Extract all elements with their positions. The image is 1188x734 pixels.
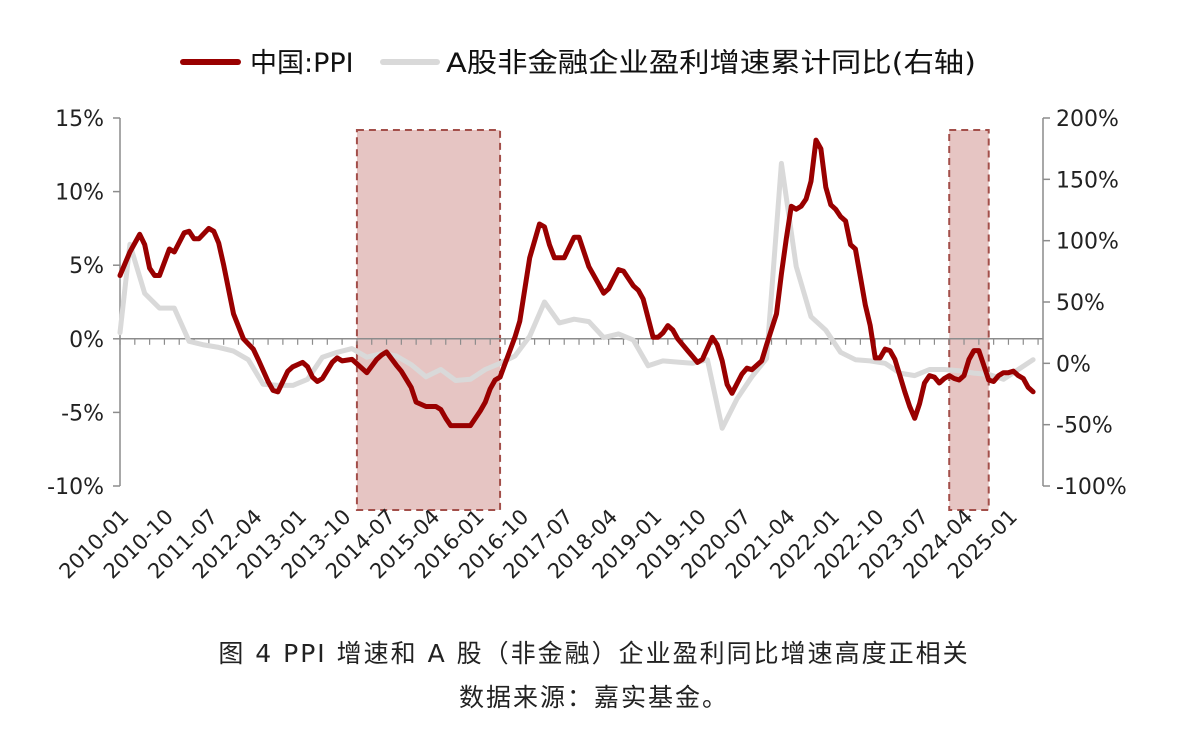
shaded-period [948,129,990,511]
right-axis-tick-label: -100% [1056,475,1127,500]
left-axis-tick-label: 0% [69,328,104,353]
series-line-1 [117,137,1036,429]
chart: 15% 10% 5% 0% -5% -10% 200% 150% 100% 50% 0% -50% -1… [47,48,1127,584]
right-axis-tick-label: 0% [1056,352,1091,377]
figure-caption: 图 4 PPI 增速和 A 股（非金融）企业盈利同比增速高度正相关 [218,639,970,668]
left-axis-tick-label: 5% [69,254,104,279]
left-axis-tick-label: 10% [55,181,104,206]
left-axis-tick-label: 15% [55,107,104,132]
right-axis-tick-label: 150% [1056,168,1119,193]
series-line-2 [117,160,1036,431]
right-axis-tick-label: 200% [1056,107,1119,132]
legend-label-profit: A股非金融企业盈利增速累计同比(右轴) [446,48,976,79]
legend-label-ppi: 中国:PPI [250,48,354,79]
source-note: 数据来源：嘉实基金。 [458,683,729,712]
right-axis-tick-label: 100% [1056,230,1119,255]
right-axis-tick-label: -50% [1056,414,1113,439]
left-axis-tick-label: -10% [47,475,104,500]
left-axis-tick-label: -5% [61,401,104,426]
right-axis-tick-label: 50% [1056,291,1105,316]
shaded-period [355,129,502,511]
